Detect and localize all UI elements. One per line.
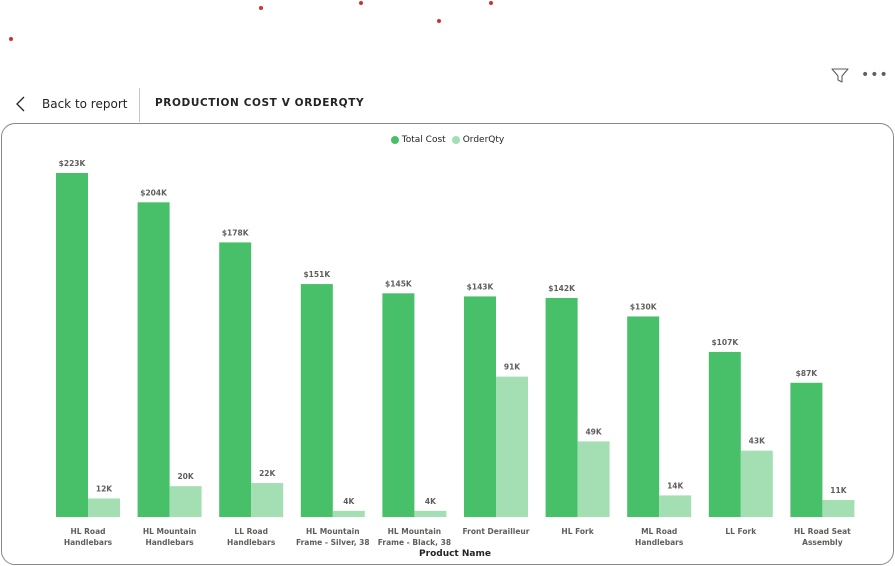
bar-total-cost[interactable]: [627, 316, 660, 517]
bar-orderqty[interactable]: [740, 450, 773, 517]
bar-orderqty[interactable]: [332, 510, 365, 517]
data-label-orderqty: 43K: [749, 437, 766, 446]
filter-icon[interactable]: [831, 68, 849, 84]
chart-legend: Total Cost OrderQty: [0, 133, 895, 147]
marker-dot: [489, 1, 493, 5]
x-tick-label: LL Road: [234, 527, 268, 536]
header-divider: [139, 88, 140, 122]
bar-total-cost[interactable]: [708, 351, 741, 517]
back-to-report-button[interactable]: Back to report: [14, 92, 127, 116]
data-label-orderqty: 20K: [177, 472, 194, 481]
x-tick-label: LL Fork: [725, 527, 757, 536]
data-label-orderqty: 4K: [425, 497, 437, 506]
chevron-left-icon: [16, 96, 25, 112]
data-label-orderqty: 91K: [504, 363, 521, 372]
x-tick-label: HL Mountain: [306, 527, 360, 536]
data-label-total-cost: $142K: [548, 284, 576, 293]
marker-dot: [437, 19, 441, 23]
x-tick-label: Frame - Black, 38: [378, 538, 451, 547]
data-label-total-cost: $204K: [140, 188, 168, 197]
x-tick-label: HL Road Seat: [794, 527, 851, 536]
x-tick-label: Handlebars: [227, 538, 276, 547]
data-label-total-cost: $178K: [222, 228, 250, 237]
data-label-total-cost: $87K: [796, 369, 819, 378]
marker-dot: [9, 37, 13, 41]
focus-mode-header: Back to report PRODUCTION COST V ORDERQT…: [0, 88, 895, 122]
legend-swatch-total-cost: [390, 136, 399, 144]
data-label-total-cost: $143K: [467, 282, 495, 291]
legend-item-orderqty[interactable]: OrderQty: [451, 135, 505, 145]
bar-total-cost[interactable]: [219, 242, 252, 517]
x-tick-label: HL Road: [70, 527, 105, 536]
legend-label-orderqty: OrderQty: [462, 135, 505, 145]
x-tick-label: Handlebars: [635, 538, 684, 547]
legend-label-total-cost: Total Cost: [401, 135, 446, 145]
bar-total-cost[interactable]: [545, 297, 578, 517]
x-tick-label: Front Derailleur: [463, 527, 530, 536]
x-tick-label: HL Mountain: [388, 527, 442, 536]
x-tick-label: HL Fork: [561, 527, 594, 536]
bar-total-cost[interactable]: [56, 173, 88, 517]
x-tick-label: Assembly: [802, 538, 843, 547]
data-label-orderqty: 22K: [259, 469, 276, 478]
x-tick-label: Handlebars: [64, 538, 113, 547]
x-axis-title: Product Name: [419, 549, 491, 559]
data-label-orderqty: 4K: [343, 497, 355, 506]
bar-total-cost[interactable]: [790, 382, 823, 517]
data-label-total-cost: $151K: [303, 270, 331, 279]
data-label-total-cost: $145K: [385, 279, 413, 288]
legend-swatch-orderqty: [451, 136, 460, 144]
x-tick-label: Handlebars: [145, 538, 194, 547]
x-tick-label: HL Mountain: [143, 527, 197, 536]
data-label-total-cost: $130K: [630, 302, 658, 311]
data-label-orderqty: 12K: [96, 484, 113, 493]
bar-orderqty[interactable]: [822, 500, 855, 517]
data-label-orderqty: 11K: [830, 486, 847, 495]
bar-orderqty[interactable]: [169, 486, 202, 517]
marker-dot: [359, 1, 363, 5]
bar-total-cost[interactable]: [382, 293, 415, 517]
legend-item-total-cost[interactable]: Total Cost: [390, 135, 446, 145]
marker-dot: [259, 6, 263, 10]
bar-total-cost[interactable]: [300, 284, 333, 517]
bar-total-cost[interactable]: [137, 202, 170, 517]
x-tick-label: ML Road: [641, 527, 677, 536]
visual-title: PRODUCTION COST V ORDERQTY: [155, 97, 365, 109]
back-to-report-label: Back to report: [42, 97, 128, 111]
data-label-total-cost: $223K: [59, 159, 87, 168]
bar-orderqty[interactable]: [88, 498, 120, 517]
visual-header-actions: •••: [831, 66, 891, 86]
bar-orderqty[interactable]: [414, 510, 447, 517]
bar-orderqty[interactable]: [496, 376, 528, 517]
x-tick-label: Frame - Silver, 38: [296, 538, 370, 547]
bar-total-cost[interactable]: [464, 296, 496, 517]
data-label-orderqty: 49K: [585, 427, 602, 436]
bar-orderqty[interactable]: [659, 495, 692, 517]
data-label-orderqty: 14K: [667, 481, 684, 490]
data-label-total-cost: $107K: [711, 338, 739, 347]
bar-orderqty[interactable]: [251, 483, 284, 517]
bar-orderqty[interactable]: [577, 441, 610, 517]
